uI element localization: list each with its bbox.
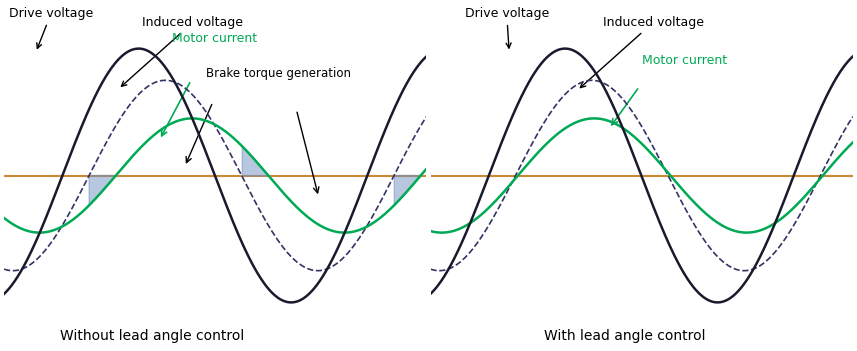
Text: With lead angle control: With lead angle control: [544, 330, 705, 344]
Text: Drive voltage: Drive voltage: [9, 7, 93, 48]
Text: Induced voltage: Induced voltage: [122, 16, 243, 86]
Text: Drive voltage: Drive voltage: [464, 7, 548, 48]
Text: Brake torque generation: Brake torque generation: [206, 66, 351, 80]
Text: Induced voltage: Induced voltage: [580, 16, 704, 88]
Text: Motor current: Motor current: [642, 54, 727, 67]
Text: Without lead angle control: Without lead angle control: [60, 330, 244, 344]
Text: Motor current: Motor current: [171, 32, 257, 45]
